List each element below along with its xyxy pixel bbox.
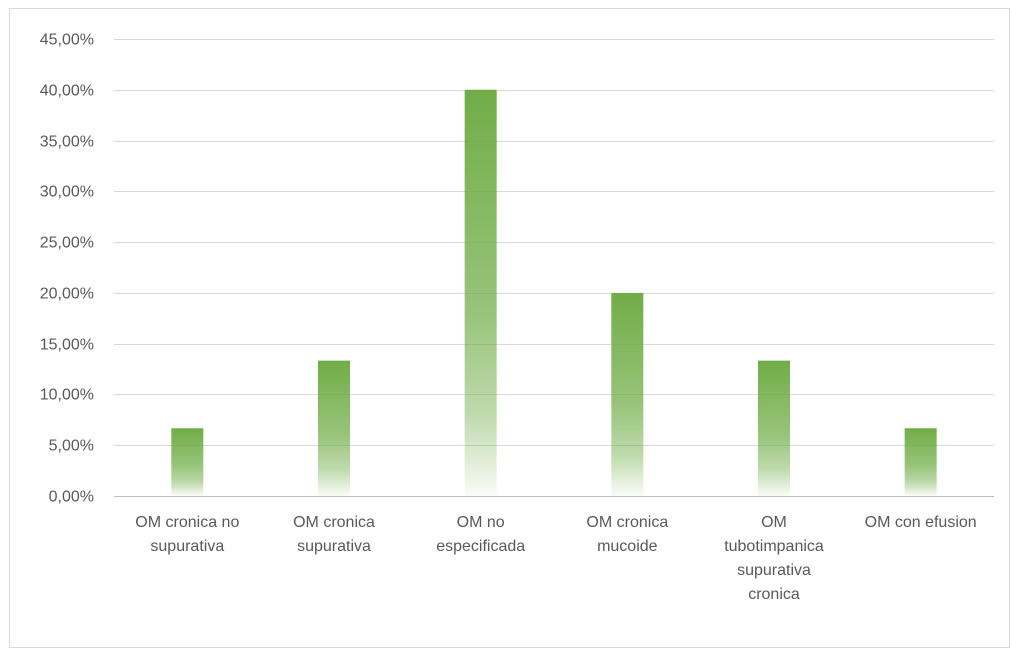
bar-chart: 0,00% 5,00% 10,00% 15,00% 20,00% 25,00% 30,00%… bbox=[40, 32, 994, 603]
x-category-label: OM no especificada bbox=[436, 514, 525, 555]
bar bbox=[171, 428, 204, 496]
x-category-label: OM tubotimpanica supurativa cronica bbox=[724, 514, 824, 603]
bars bbox=[171, 89, 937, 497]
bar bbox=[904, 428, 937, 496]
y-tick-label: 45,00% bbox=[40, 32, 94, 49]
bar bbox=[464, 89, 497, 497]
y-tick-label: 20,00% bbox=[40, 286, 94, 303]
gridlines bbox=[114, 39, 994, 497]
y-tick-label: 15,00% bbox=[40, 337, 94, 354]
y-tick-label: 25,00% bbox=[40, 235, 94, 252]
x-category-label: OM cronica mucoide bbox=[586, 514, 668, 555]
y-tick-label: 30,00% bbox=[40, 184, 94, 201]
y-tick-label: 5,00% bbox=[49, 438, 94, 455]
bar bbox=[318, 360, 350, 496]
x-category-label: OM cronica no supurativa bbox=[135, 514, 239, 555]
y-tick-label: 35,00% bbox=[40, 134, 94, 151]
bar bbox=[758, 360, 790, 496]
x-category-label: OM con efusion bbox=[865, 514, 977, 531]
bar bbox=[611, 292, 644, 496]
chart-frame: 0,00% 5,00% 10,00% 15,00% 20,00% 25,00% 30,00%… bbox=[9, 8, 1010, 648]
x-axis-category-labels: OM cronica no supurativa OM cronica supurat… bbox=[135, 514, 976, 603]
y-tick-label: 40,00% bbox=[40, 83, 94, 100]
y-axis-tick-labels: 0,00% 5,00% 10,00% 15,00% 20,00% 25,00% 30,00%… bbox=[40, 32, 94, 506]
y-tick-label: 0,00% bbox=[49, 489, 94, 506]
y-tick-label: 10,00% bbox=[40, 387, 94, 404]
x-category-label: OM cronica supurativa bbox=[293, 514, 375, 555]
